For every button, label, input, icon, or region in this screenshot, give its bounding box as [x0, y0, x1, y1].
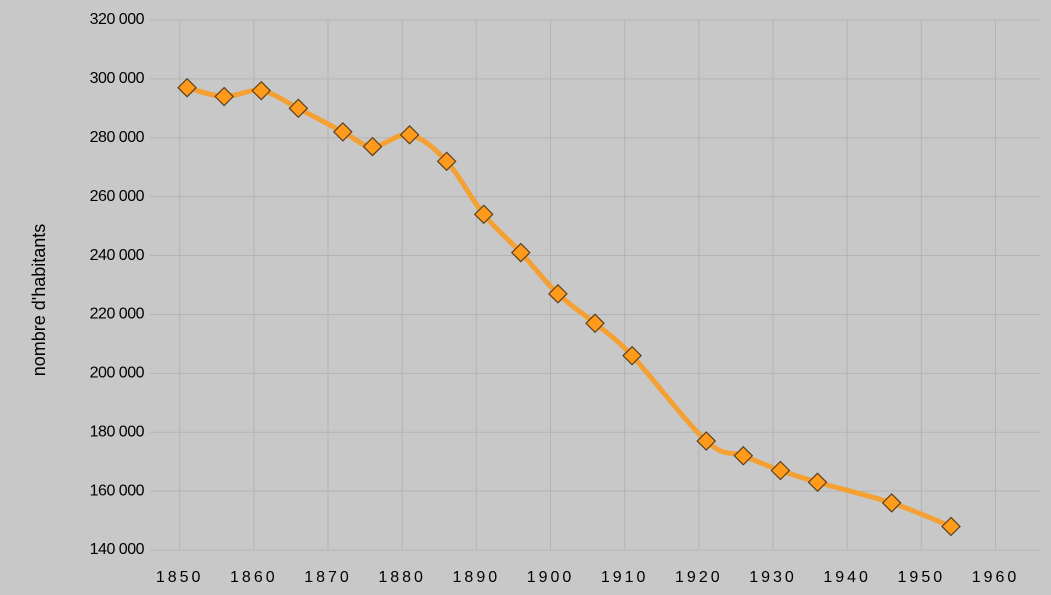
y-tick-label: 140 000 [90, 541, 145, 558]
marker [510, 242, 531, 263]
marker [288, 98, 309, 119]
y-tick-label: 280 000 [90, 129, 145, 146]
x-tick-label: 1940 [823, 569, 871, 586]
y-tick-label: 240 000 [90, 247, 145, 264]
x-tick-label: 1910 [601, 569, 649, 586]
marker [770, 460, 791, 481]
x-tick-label: 1860 [230, 569, 278, 586]
marker [622, 345, 642, 366]
x-tick-label: 1890 [453, 569, 501, 586]
marker [881, 493, 902, 513]
marker [696, 431, 717, 451]
marker [941, 516, 961, 537]
x-tick-label: 1880 [378, 569, 426, 586]
y-tick-label: 220 000 [90, 306, 145, 323]
marker [177, 77, 197, 98]
marker [436, 151, 457, 172]
marker [807, 472, 828, 493]
x-tick-label: 1870 [304, 569, 352, 586]
x-tick-label: 1920 [675, 569, 723, 586]
marker [585, 313, 605, 334]
y-tick-label: 300 000 [90, 70, 145, 87]
x-tick-label: 1900 [527, 569, 575, 586]
marker [548, 283, 568, 304]
marker [733, 445, 754, 466]
x-tick-label: 1930 [749, 569, 797, 586]
y-tick-label: 200 000 [90, 365, 145, 382]
marker [251, 80, 272, 101]
x-tick-label: 1960 [972, 569, 1020, 586]
y-tick-label: 260 000 [90, 188, 145, 205]
marker [332, 122, 353, 142]
y-tick-label: 320 000 [90, 11, 145, 28]
x-tick-label: 1850 [156, 569, 204, 586]
x-tick-label: 1950 [898, 569, 946, 586]
y-axis-label: nombre d'habitants [29, 224, 49, 377]
y-tick-label: 160 000 [90, 482, 145, 499]
marker [362, 136, 383, 157]
y-tick-label: 180 000 [90, 423, 145, 440]
marker [473, 204, 494, 225]
line [186, 85, 952, 529]
marker [399, 124, 420, 145]
marker [214, 86, 235, 107]
